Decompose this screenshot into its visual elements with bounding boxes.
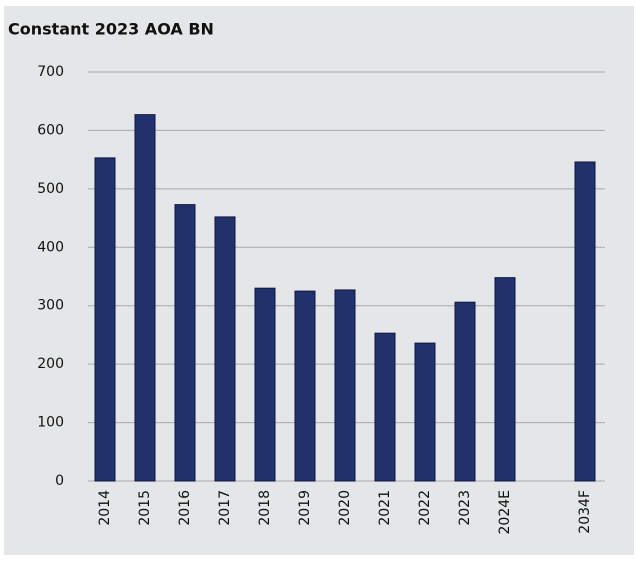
- y-tick-label: 500: [37, 181, 64, 197]
- y-tick-label: 600: [37, 122, 64, 138]
- bar: [574, 161, 596, 482]
- bar: [374, 332, 396, 482]
- y-tick-label: 400: [37, 239, 64, 255]
- x-tick-label: 2019: [297, 490, 313, 526]
- bar: [334, 289, 356, 482]
- y-tick-label: 100: [37, 415, 64, 431]
- x-tick-label: 2014: [97, 490, 113, 526]
- bar: [294, 290, 316, 482]
- x-tick-label: 2021: [377, 490, 393, 526]
- y-tick-label: 0: [55, 473, 64, 489]
- x-tick-label: 2034F: [577, 490, 593, 534]
- y-tick-label: 200: [37, 356, 64, 372]
- x-tick-label: 2016: [177, 490, 193, 526]
- x-tick-label: 2020: [337, 490, 353, 526]
- bar: [254, 287, 276, 482]
- bar: [214, 216, 236, 482]
- chart-title: Constant 2023 AOA BN: [8, 20, 214, 39]
- x-tick-label: 2023: [457, 490, 473, 526]
- bar: [174, 204, 196, 482]
- x-tick-label: 2018: [257, 490, 273, 526]
- x-tick-label: 2024E: [497, 490, 513, 534]
- bar: [134, 114, 156, 482]
- x-tick-label: 2022: [417, 490, 433, 526]
- x-tick-label: 2017: [217, 490, 233, 526]
- bar: [494, 277, 516, 482]
- bar: [94, 157, 116, 482]
- y-tick-label: 300: [37, 298, 64, 314]
- bar: [414, 342, 436, 482]
- x-tick-label: 2015: [137, 490, 153, 526]
- y-tick-label: 700: [37, 64, 64, 80]
- bar: [454, 301, 476, 482]
